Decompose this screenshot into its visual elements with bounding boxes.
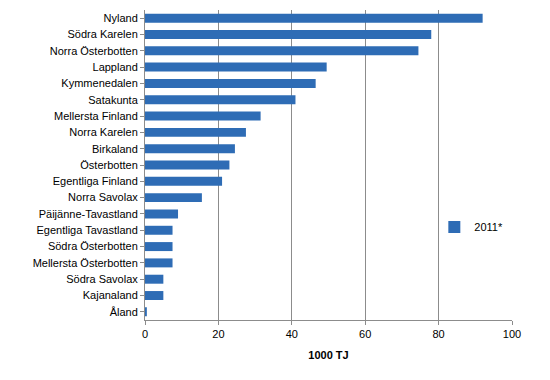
svg-text:Södra Österbotten: Södra Österbotten <box>48 240 138 252</box>
svg-text:Kajanaland: Kajanaland <box>83 289 138 301</box>
svg-text:20: 20 <box>212 328 224 340</box>
svg-text:Mellersta Finland: Mellersta Finland <box>54 110 138 122</box>
svg-text:100: 100 <box>503 328 521 340</box>
svg-text:Södra Savolax: Södra Savolax <box>66 273 138 285</box>
svg-text:Egentliga Tavastland: Egentliga Tavastland <box>36 224 137 236</box>
svg-text:1000 TJ: 1000 TJ <box>308 349 348 361</box>
svg-text:Kymmenedalen: Kymmenedalen <box>61 77 137 89</box>
svg-text:Norra Savolax: Norra Savolax <box>68 191 138 203</box>
svg-text:Lappland: Lappland <box>93 61 138 73</box>
svg-text:Mellersta Österbotten: Mellersta Österbotten <box>33 257 138 269</box>
svg-text:Birkaland: Birkaland <box>92 143 138 155</box>
svg-text:2011*: 2011* <box>474 221 503 233</box>
svg-text:80: 80 <box>432 328 444 340</box>
svg-text:Norra Karelen: Norra Karelen <box>69 126 137 138</box>
svg-text:Päijänne-Tavastland: Päijänne-Tavastland <box>39 208 138 220</box>
svg-text:Åland: Åland <box>110 306 138 318</box>
svg-text:Egentliga Finland: Egentliga Finland <box>53 175 138 187</box>
svg-text:60: 60 <box>359 328 371 340</box>
svg-text:Södra Karelen: Södra Karelen <box>67 28 137 40</box>
svg-text:Nyland: Nyland <box>104 12 138 24</box>
svg-text:Satakunta: Satakunta <box>88 94 138 106</box>
svg-text:40: 40 <box>286 328 298 340</box>
svg-text:0: 0 <box>142 328 148 340</box>
svg-text:Österbotten: Österbotten <box>80 159 137 171</box>
svg-text:Norra Österbotten: Norra Österbotten <box>50 45 138 57</box>
